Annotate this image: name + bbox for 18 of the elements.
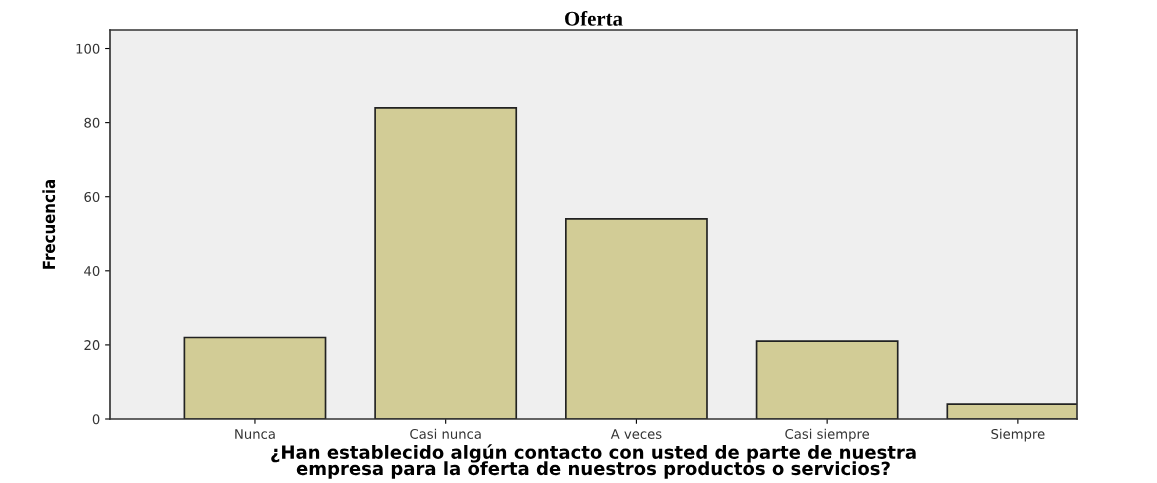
- bar: [374, 106, 518, 419]
- chart-title: Oferta: [565, 10, 623, 26]
- x-tick-label: Casi siempre: [785, 428, 870, 442]
- y-tick-label: 80: [84, 117, 100, 128]
- y-axis-title: Frecuencia: [42, 180, 56, 269]
- y-tick-label: 0: [92, 414, 100, 425]
- x-tick-label: A veces: [610, 429, 662, 439]
- y-tick-label: 20: [84, 340, 100, 351]
- x-tick-label: Casi nunca: [410, 428, 481, 439]
- x-axis-title: ¿Han establecido algún contacto con usted de parte de nuestra empresa para la oferta de nuestros productos o servicios?: [271, 444, 916, 479]
- bar: [183, 336, 327, 419]
- y-tick-label: 60: [84, 191, 100, 202]
- x-tick-label: Siempre: [991, 428, 1045, 442]
- bar: [755, 340, 899, 419]
- y-tick-label: 100: [76, 43, 100, 54]
- x-tick-label: Nunca: [235, 429, 275, 439]
- y-tick-label: 40: [84, 266, 100, 277]
- bar: [565, 218, 708, 419]
